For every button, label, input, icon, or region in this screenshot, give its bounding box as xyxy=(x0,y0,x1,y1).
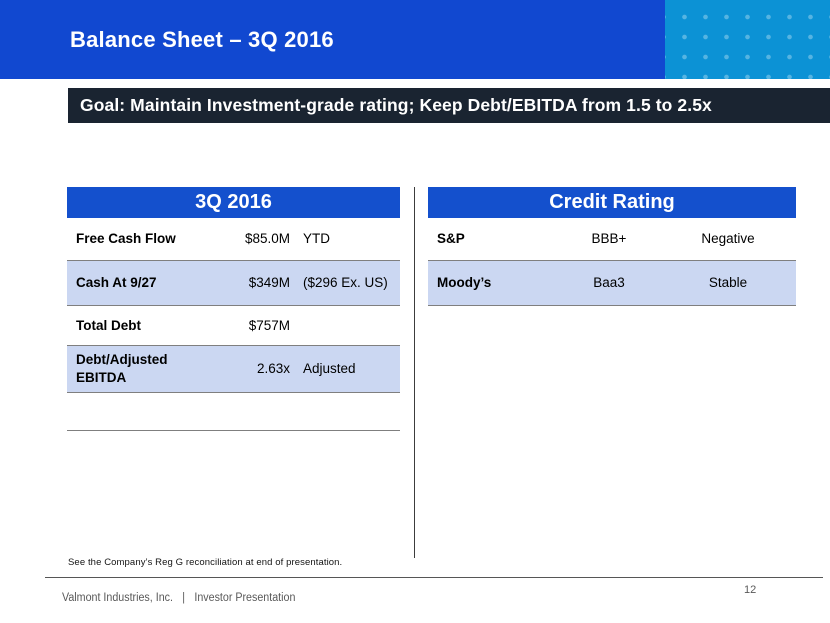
rating-value: Baa3 xyxy=(593,275,625,291)
row-note: YTD xyxy=(303,231,330,247)
table-row: S&P BBB+ Negative xyxy=(428,218,796,261)
goal-banner: Goal: Maintain Investment-grade rating; … xyxy=(68,88,830,123)
footer-divider xyxy=(45,577,823,578)
credit-rating-table-header: Credit Rating xyxy=(428,187,796,218)
row-label: Total Debt xyxy=(76,317,141,333)
balance-table-header: 3Q 2016 xyxy=(67,187,400,218)
table-row: Total Debt $757M xyxy=(67,306,400,346)
table-row: Cash At 9/27 $349M ($296 Ex. US) xyxy=(67,261,400,306)
row-note: ($296 Ex. US) xyxy=(303,275,388,291)
row-value: 2.63x xyxy=(256,361,290,377)
dot-pattern-decoration xyxy=(665,0,830,79)
row-label: Free Cash Flow xyxy=(76,231,176,247)
credit-rating-table: Credit Rating S&P BBB+ Negative Moody’s … xyxy=(428,187,796,306)
row-value: $85.0M xyxy=(244,231,290,247)
row-label: Debt/Adjusted EBITDA xyxy=(76,352,168,385)
outlook-value: Negative xyxy=(701,231,755,247)
company-name: Valmont Industries, Inc. xyxy=(62,592,173,604)
title-bar: Balance Sheet – 3Q 2016 xyxy=(0,0,665,79)
table-row: Debt/Adjusted EBITDA 2.63x Adjusted xyxy=(67,346,400,393)
slide-title: Balance Sheet – 3Q 2016 xyxy=(70,26,334,52)
table-row: Free Cash Flow $85.0M YTD xyxy=(67,218,400,261)
footnote: See the Company’s Reg G reconciliation a… xyxy=(68,557,343,568)
page-number: 12 xyxy=(744,584,757,596)
agency-label: Moody’s xyxy=(437,275,492,291)
row-label: Cash At 9/27 xyxy=(76,275,157,291)
row-value: $757M xyxy=(248,317,290,333)
footer: Valmont Industries, Inc. | Investor Pres… xyxy=(62,592,295,604)
table-row xyxy=(67,393,400,431)
outlook-value: Stable xyxy=(708,275,748,291)
rating-value: BBB+ xyxy=(591,231,627,247)
vertical-divider xyxy=(414,187,415,558)
agency-label: S&P xyxy=(437,231,465,247)
balance-table: 3Q 2016 Free Cash Flow $85.0M YTD Cash A… xyxy=(67,187,400,431)
footer-separator: | xyxy=(182,592,186,604)
row-note: Adjusted xyxy=(303,361,356,377)
goal-banner-text: Goal: Maintain Investment-grade rating; … xyxy=(80,95,712,115)
presentation-label: Investor Presentation xyxy=(194,592,296,604)
row-value: $349M xyxy=(248,275,290,291)
table-row: Moody’s Baa3 Stable xyxy=(428,261,796,306)
